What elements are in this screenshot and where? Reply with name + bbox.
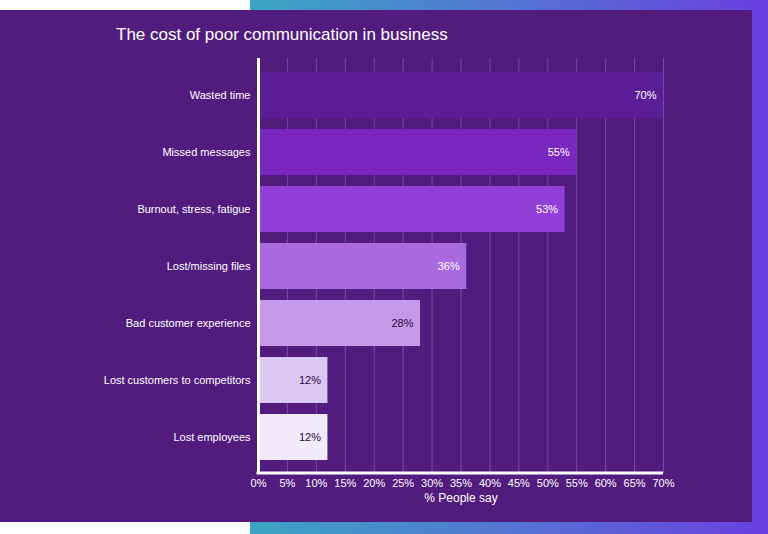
svg-text:65%: 65% — [624, 477, 646, 489]
svg-text:60%: 60% — [595, 477, 617, 489]
svg-text:12%: 12% — [299, 431, 321, 443]
svg-text:30%: 30% — [421, 477, 443, 489]
svg-text:15%: 15% — [334, 477, 356, 489]
svg-text:Burnout, stress, fatigue: Burnout, stress, fatigue — [137, 203, 250, 215]
svg-text:0%: 0% — [251, 477, 267, 489]
svg-text:35%: 35% — [450, 477, 472, 489]
svg-text:Lost employees: Lost employees — [173, 431, 251, 443]
svg-text:Lost/missing files: Lost/missing files — [167, 260, 251, 272]
svg-text:28%: 28% — [391, 317, 413, 329]
svg-text:25%: 25% — [392, 477, 414, 489]
html-text:The cost of poor communication: The cost of poor communication in busine… — [116, 25, 448, 44]
svg-text:40%: 40% — [479, 477, 501, 489]
svg-text:Bad customer experience: Bad customer experience — [126, 317, 251, 329]
svg-text:10%: 10% — [305, 477, 327, 489]
svg-text:20%: 20% — [363, 477, 385, 489]
svg-text:% People say: % People say — [424, 491, 497, 505]
svg-text:70%: 70% — [652, 477, 674, 489]
svg-text:36%: 36% — [438, 260, 460, 272]
svg-text:Lost customers to competitors: Lost customers to competitors — [104, 374, 251, 386]
svg-text:70%: 70% — [634, 89, 656, 101]
svg-text:55%: 55% — [566, 477, 588, 489]
svg-text:Wasted time: Wasted time — [190, 89, 251, 101]
svg-text:53%: 53% — [536, 203, 558, 215]
svg-text:12%: 12% — [299, 374, 321, 386]
svg-text:45%: 45% — [508, 477, 530, 489]
svg-text:Missed messages: Missed messages — [162, 146, 251, 158]
svg-text:5%: 5% — [279, 477, 295, 489]
svg-text:50%: 50% — [537, 477, 559, 489]
svg-text:55%: 55% — [548, 146, 570, 158]
